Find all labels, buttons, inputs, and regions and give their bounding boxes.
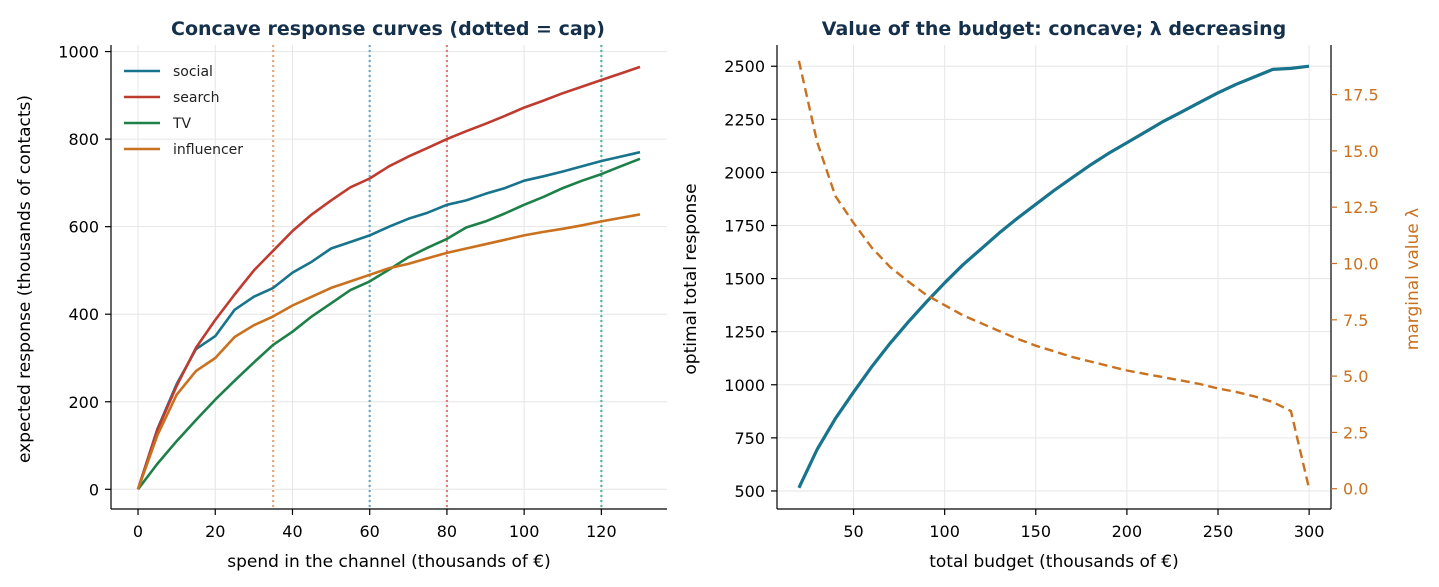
legend-label-social: social [173,64,213,80]
left-y-ticks: 0 200 400 600 800 1000 [58,43,111,499]
left-x-ticks: 0 20 40 60 80 100 120 [133,509,617,541]
left-grid [111,45,667,509]
right-y2-ticks: 0.0 2.5 5.0 7.5 10.0 12.5 15.0 17.5 [1331,86,1379,499]
left-cap-lines [272,45,603,509]
right-y2-tick-label: 10.0 [1343,254,1379,273]
right-y-tick-label: 2500 [724,57,765,76]
left-x-tick-label: 80 [437,522,457,541]
legend-label-search: search [173,90,220,106]
left-x-tick-label: 100 [509,522,540,541]
right-y2-tick-label: 15.0 [1343,142,1379,161]
right-y-tick-label: 500 [734,482,765,501]
right-y-tick-label: 750 [734,429,765,448]
left-x-tick-label: 0 [133,522,143,541]
right-x-axis-label: total budget (thousands of €) [929,552,1179,572]
left-series-lines [136,65,641,491]
left-y-tick-label: 0 [89,480,99,499]
right-y-tick-label: 1250 [724,323,765,342]
left-x-axis-label: spend in the channel (thousands of €) [227,552,551,572]
right-y-ticks: 500 750 1000 1250 1500 1750 2000 2250 2500 [724,57,777,501]
right-y2-axis-label: marginal value λ [1403,208,1423,350]
left-y-axis-label: expected response (thousands of contacts… [15,95,35,463]
right-x-tick-label: 50 [843,522,863,541]
right-y-axis-label: optimal total response [681,183,701,374]
right-x-tick-label: 150 [1021,522,1052,541]
right-x-tick-label: 200 [1112,522,1143,541]
left-chart-title: Concave response curves (dotted = cap) [171,18,605,40]
left-y-tick-label: 800 [68,130,99,149]
right-y-tick-label: 1500 [724,270,765,289]
right-x-ticks: 50 100 150 200 250 300 [843,509,1324,541]
response-curves-panel: Concave response curves (dotted = cap) 0… [15,18,667,572]
series-line-influencer [136,213,641,490]
right-y2-tick-label: 7.5 [1343,311,1368,330]
series-line-marginal-value [797,60,1311,489]
right-y-tick-label: 2000 [724,163,765,182]
left-x-tick-label: 40 [282,522,302,541]
series-line-search [136,65,641,490]
right-chart-title: Value of the budget: concave; λ decreasi… [822,18,1286,40]
right-y2-tick-label: 12.5 [1343,198,1379,217]
right-y-tick-label: 1000 [724,376,765,395]
left-x-tick-label: 120 [586,522,617,541]
left-x-tick-label: 20 [205,522,225,541]
legend-label-influencer: influencer [173,142,243,158]
budget-value-panel: Value of the budget: concave; λ decreasi… [681,18,1423,572]
left-y-tick-label: 400 [68,305,99,324]
right-x-tick-label: 300 [1294,522,1325,541]
right-y2-tick-label: 0.0 [1343,480,1368,499]
right-grid [777,45,1331,509]
right-series-lines [797,60,1311,489]
series-line-social [136,150,641,490]
left-x-tick-label: 60 [360,522,380,541]
left-y-tick-label: 200 [68,393,99,412]
left-legend: social search TV influencer [124,64,243,158]
right-y2-tick-label: 2.5 [1343,423,1368,442]
right-y2-tick-label: 17.5 [1343,86,1379,105]
series-line-tv [136,157,641,491]
right-y2-tick-label: 5.0 [1343,367,1368,386]
left-y-tick-label: 1000 [58,43,99,62]
right-x-tick-label: 250 [1203,522,1234,541]
left-y-tick-label: 600 [68,218,99,237]
right-y-tick-label: 1750 [724,217,765,236]
right-x-tick-label: 100 [929,522,960,541]
legend-label-tv: TV [172,116,192,132]
series-line-optimal-total-response [797,64,1310,489]
right-y-tick-label: 2250 [724,110,765,129]
